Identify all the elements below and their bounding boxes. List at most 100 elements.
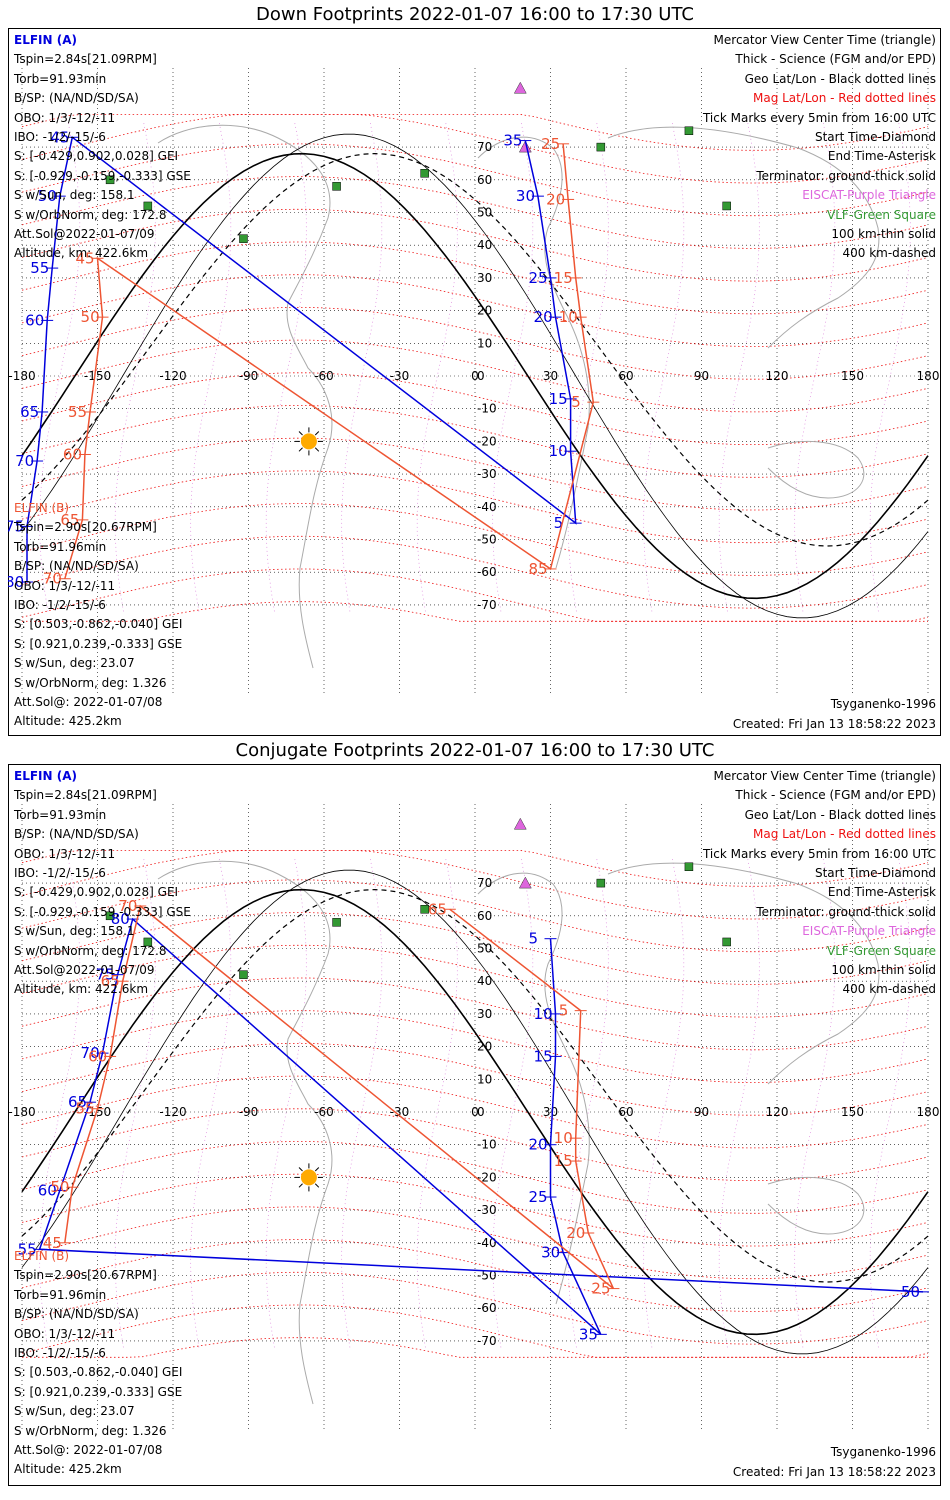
- elfin-b-tick-label: 70: [43, 570, 62, 588]
- sun-ray: [314, 1167, 320, 1172]
- elfin-b-line: B/SP: (NA/ND/SD/SA): [14, 559, 139, 574]
- lon-tick-label: 60: [618, 1105, 633, 1119]
- vlf-station-icon: [239, 970, 248, 979]
- elfin-a-tick-label: 60: [38, 1181, 57, 1199]
- mag-meridian: [794, 120, 836, 612]
- lon-tick-label: 90: [694, 369, 709, 383]
- elfin-a-line: Altitude, km: 422.6km: [14, 246, 149, 261]
- elfin-a-track: [38, 917, 924, 1335]
- lon-tick-label: -60: [314, 369, 334, 383]
- elfin-a-tick-label: 45: [50, 128, 69, 146]
- terminator-100km: [21, 869, 929, 1355]
- sun-ray: [298, 1167, 303, 1172]
- panel1-map: -180 -150 -120 -90 -60 -30 0 30 60 90 120 150 180706…: [8, 68, 940, 693]
- legend-item: VLF-Green Square: [827, 207, 936, 222]
- lon-tick-label: -30: [390, 1105, 410, 1119]
- elfin-b-tick-label: 20: [546, 190, 565, 208]
- lat-tick-label: 60: [477, 173, 492, 187]
- elfin-a-tick-label: 30: [516, 187, 535, 205]
- eiscat-triangle-icon: [518, 876, 532, 889]
- mag-meridian: [869, 120, 911, 612]
- legend-item: Geo Lat/Lon - Black dotted lines: [744, 71, 936, 86]
- elfin-b-line: Altitude: 425.2km: [14, 714, 122, 729]
- lat-tick-label: -20: [477, 434, 497, 448]
- lat-tick-label: 50: [477, 942, 492, 956]
- elfin-a-line: B/SP: (NA/ND/SD/SA): [14, 827, 139, 842]
- mag-meridian: [39, 856, 81, 1348]
- panel2-legend: Mercator View Center Time (triangle) Thi…: [636, 769, 936, 1002]
- vlf-station-icon: [332, 182, 341, 191]
- elfin-b-tick-label: 60: [88, 1047, 107, 1065]
- coastline: [767, 1176, 865, 1235]
- lat-tick-label: 10: [477, 1072, 492, 1086]
- mag-meridian: [643, 120, 685, 612]
- elfin-a-tick-label: 10: [549, 442, 568, 460]
- vlf-station-icon: [684, 862, 694, 871]
- lon-tick-label: -60: [314, 1105, 334, 1119]
- lon-tick-label: 0: [471, 1105, 479, 1119]
- coastline: [607, 126, 880, 349]
- mag-meridian: [39, 120, 81, 612]
- lon-tick-label: 120: [766, 369, 789, 383]
- lat-tick-label: 20: [477, 1040, 492, 1054]
- elfin-b-tick-label: 45: [43, 1234, 62, 1252]
- coastline: [157, 124, 333, 669]
- elfin-a-tick-label: 55: [30, 259, 49, 277]
- elfin-b-tick-label: 65: [60, 511, 79, 529]
- elfin-b-tick-label: 5: [559, 1002, 569, 1020]
- coastline: [767, 440, 865, 499]
- terminator-400km: [21, 152, 929, 547]
- panel2-frame: [8, 764, 941, 1486]
- lon-tick-label: 30: [543, 1105, 558, 1119]
- legend-item: EISCAT-Purple Triangle: [802, 924, 936, 939]
- vlf-station-icon: [684, 126, 694, 135]
- lat-tick-label: -40: [477, 1236, 497, 1250]
- elfin-a-tick-label: 70: [15, 452, 34, 470]
- lon-tick-label: 120: [766, 1105, 789, 1119]
- elfin-b-tick-label: 10: [554, 1129, 573, 1147]
- elfin-a-line: Altitude, km: 422.6km: [14, 982, 149, 997]
- mag-parallel: [21, 1304, 929, 1358]
- elfin-a-line: S w/OrbNorm, deg: 172.8: [14, 943, 167, 958]
- elfin-b-line: S: [0.503,-0.862,-0.040] GEI: [14, 1365, 183, 1380]
- elfin-b-tick-label: 15: [554, 269, 573, 287]
- elfin-b-line: S w/Sun, deg: 23.07: [14, 656, 135, 671]
- mag-meridian: [567, 856, 609, 1348]
- lon-tick-label: 60: [618, 369, 633, 383]
- coastline: [477, 136, 590, 569]
- elfin-b-tick-label: 85: [529, 560, 548, 578]
- lon-tick-label: 90: [694, 1105, 709, 1119]
- mag-meridian: [190, 856, 232, 1348]
- terminator-ground: [21, 152, 929, 600]
- mag-meridian: [567, 120, 609, 612]
- elfin-b-line: S: [0.921,0.239,-0.333] GSE: [14, 1384, 183, 1399]
- elfin-a-tick-label: 30: [541, 1244, 560, 1262]
- vlf-station-icon: [596, 878, 606, 888]
- elfin-b-tick-label: 45: [76, 249, 95, 267]
- legend-item: 400 km-dashed: [842, 982, 936, 997]
- sun-ray: [298, 431, 303, 436]
- elfin-b-line: IBO: -1/2/-15/-6: [14, 1345, 106, 1360]
- legend-item: End Time-Asterisk: [827, 149, 936, 164]
- elfin-a-tick-label: 35: [579, 1325, 598, 1343]
- elfin-b-tick-label: 50: [81, 308, 100, 326]
- lon-tick-label: -150: [84, 1105, 111, 1119]
- lon-tick-label: 180: [917, 369, 940, 383]
- elfin-b-line: S w/Sun, deg: 23.07: [14, 1404, 135, 1419]
- elfin-b-name: ELFIN (B): [14, 501, 70, 515]
- elfin-b-line: Att.Sol@: 2022-01-07/08: [14, 694, 163, 709]
- vlf-station-icon: [239, 234, 248, 243]
- elfin-b-tick-label: 5: [571, 393, 581, 411]
- elfin-b-tick-label: 55: [68, 403, 87, 421]
- lon-tick-label: -30: [390, 369, 410, 383]
- lat-tick-label: -50: [477, 533, 497, 547]
- legend-item: EISCAT-Purple Triangle: [802, 188, 936, 203]
- lat-tick-label: -50: [477, 1269, 497, 1283]
- vlf-station-icon: [420, 905, 429, 914]
- sun-ray: [298, 447, 303, 452]
- mag-meridian: [416, 856, 458, 1348]
- mag-meridian: [643, 856, 685, 1348]
- vlf-station-icon: [332, 918, 341, 927]
- panel1-created: Created: Fri Jan 13 18:58:22 2023: [732, 717, 936, 731]
- elfin-b-track: [64, 904, 615, 1290]
